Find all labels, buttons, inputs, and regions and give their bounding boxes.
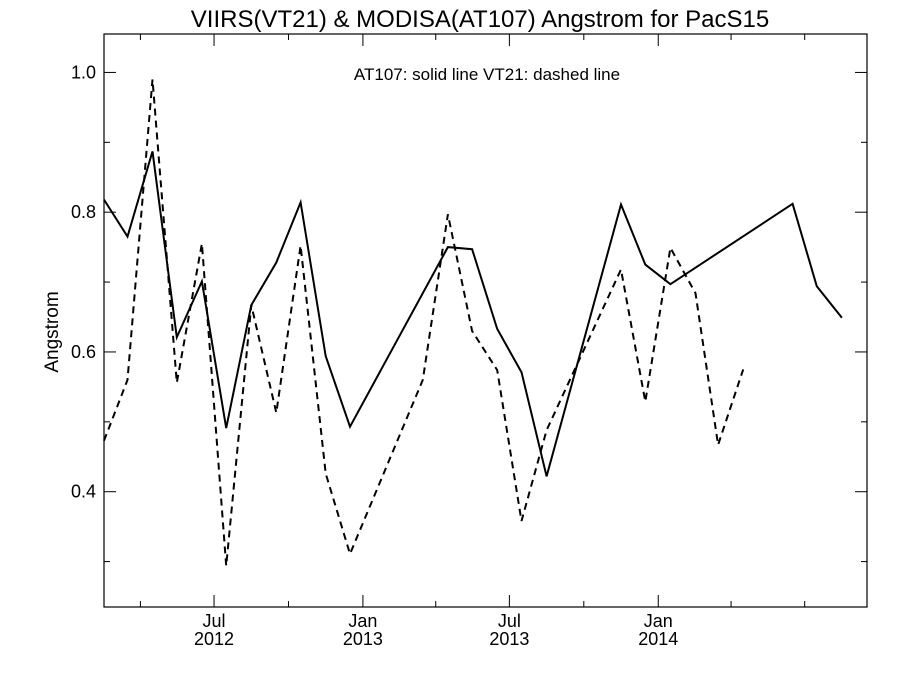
x-tick-label-year: 2014 [638, 629, 678, 649]
series-line-at107 [103, 151, 843, 477]
y-tick-label: 0.4 [71, 482, 96, 502]
x-tick-label-month: Jul [498, 611, 521, 631]
series-layer [103, 79, 843, 566]
x-tick-label-year: 2013 [489, 629, 529, 649]
chart-title: VIIRS(VT21) & MODISA(AT107) Angstrom for… [191, 6, 769, 33]
x-tick-label-year: 2013 [343, 629, 383, 649]
x-tick-label-month: Jan [644, 611, 673, 631]
x-tick-label-month: Jan [348, 611, 377, 631]
line-style-annotation: AT107: solid line VT21: dashed line [354, 65, 620, 84]
x-tick-label-year: 2012 [194, 629, 234, 649]
x-tick-label-month: Jul [203, 611, 226, 631]
y-tick-label: 1.0 [71, 62, 96, 82]
plot-frame [103, 33, 868, 608]
y-tick-label: 0.8 [71, 202, 96, 222]
y-axis-label: Angstrom [42, 291, 63, 372]
series-line-vt21 [103, 79, 745, 566]
y-tick-label: 0.6 [71, 342, 96, 362]
